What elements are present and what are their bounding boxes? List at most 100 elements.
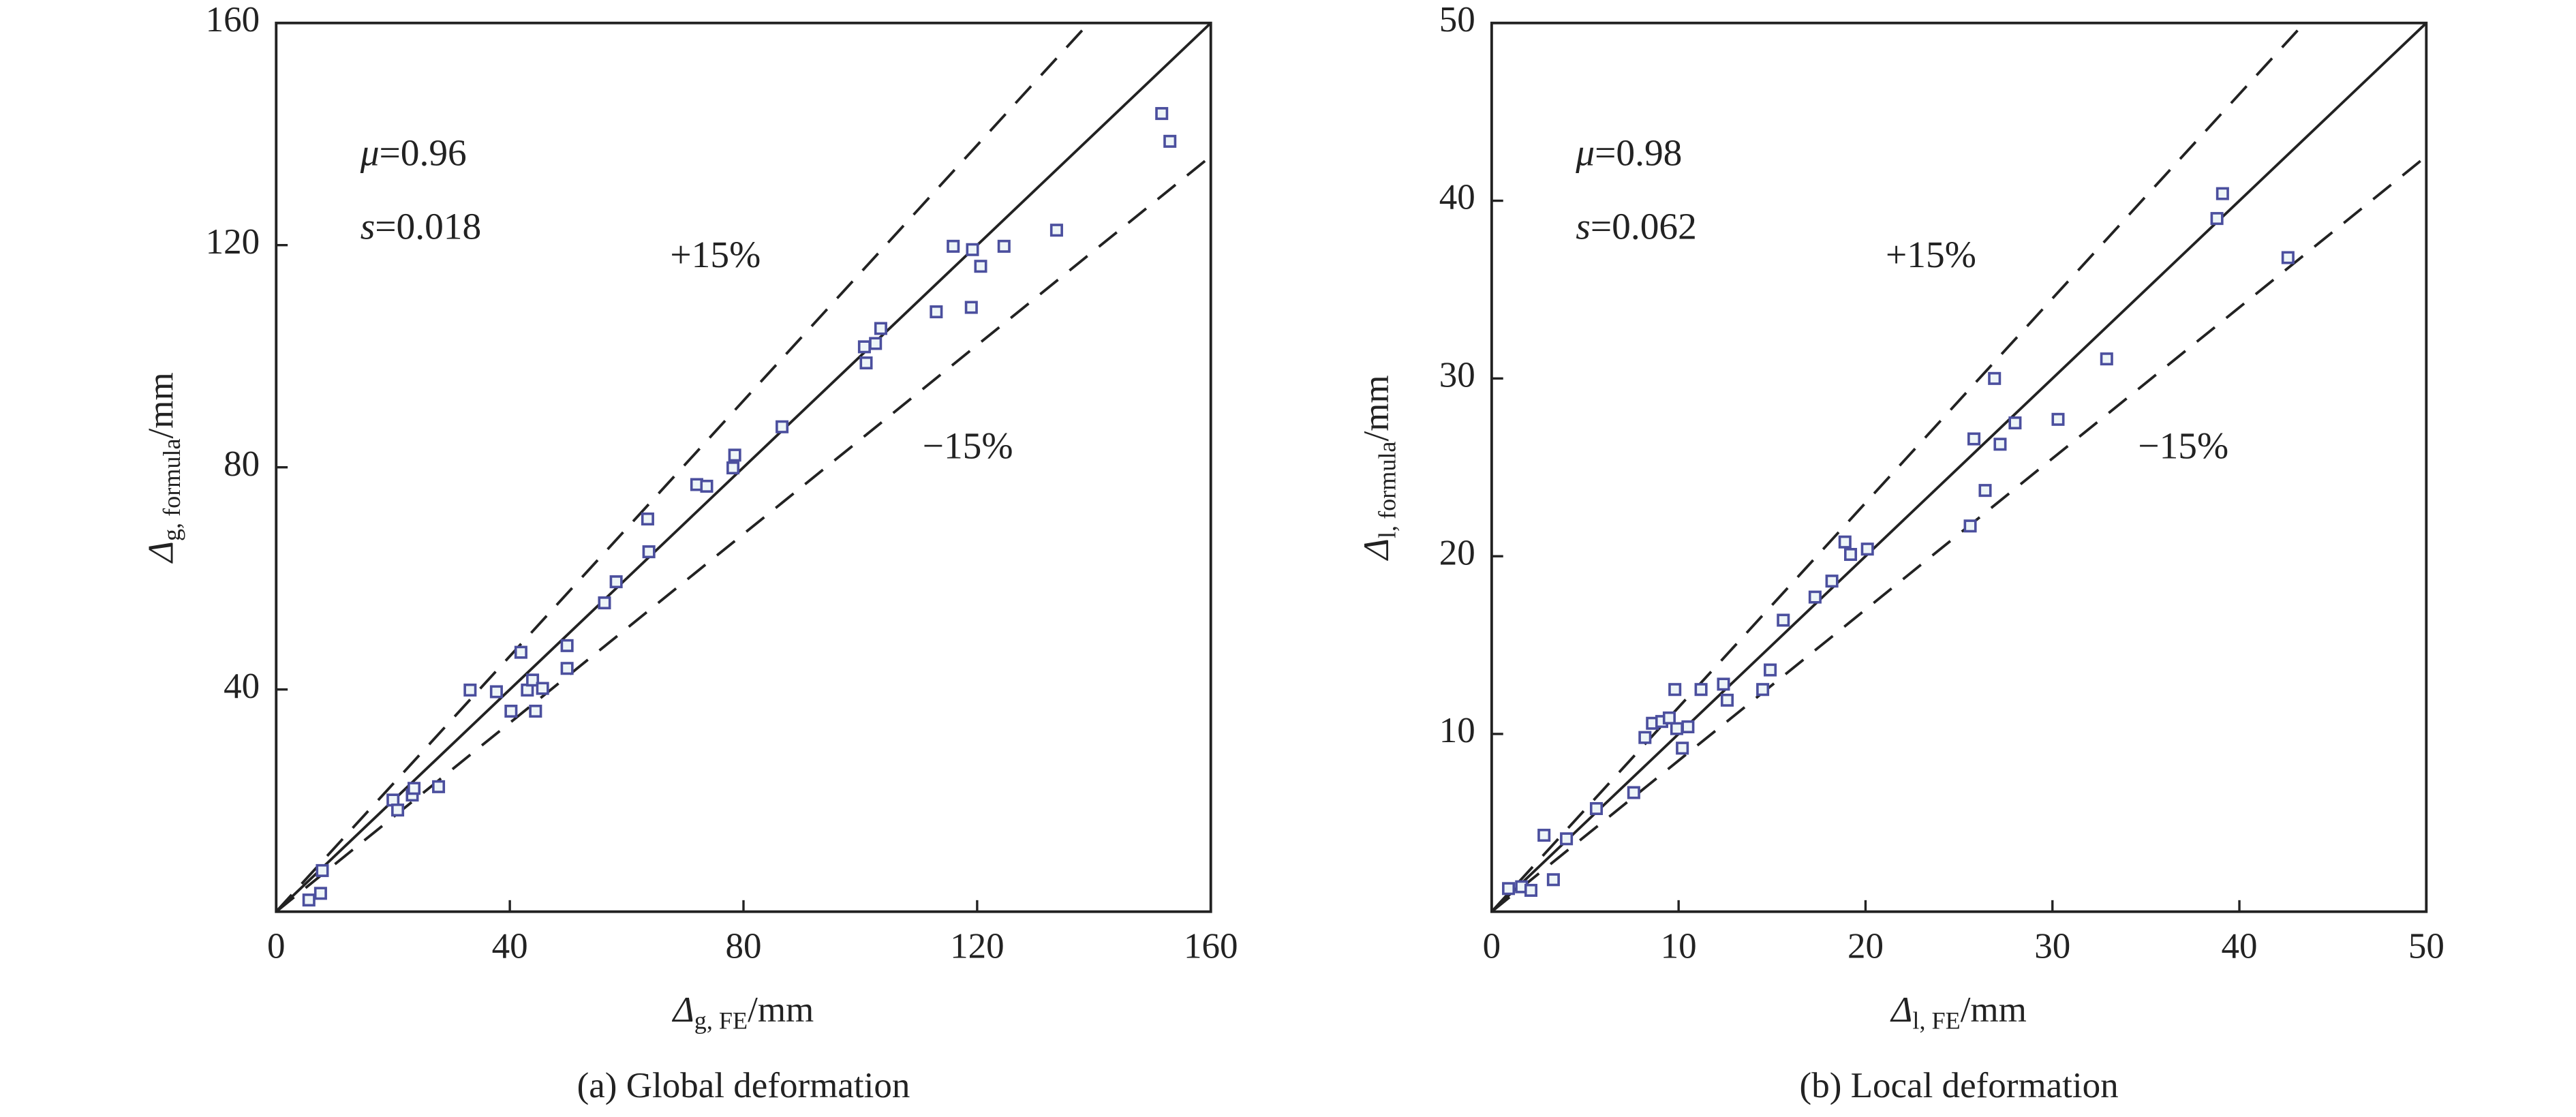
y-tick-label: 50: [1439, 0, 1475, 40]
point: [2210, 212, 2224, 226]
point: [463, 684, 477, 697]
stat-value: =0.018: [375, 205, 481, 247]
label-subscript: l, FE: [1912, 1007, 1960, 1035]
point: [1963, 519, 1977, 533]
point: [504, 704, 518, 718]
point: [1049, 224, 1063, 237]
x-tick-label: 0: [267, 926, 286, 966]
point: [974, 260, 987, 273]
label-symbol: Δ: [672, 990, 694, 1030]
bound-label: +15%: [670, 234, 761, 275]
y-tick-label: 80: [224, 444, 260, 484]
bound-label: −15%: [2138, 425, 2228, 466]
stat-value: =0.96: [380, 132, 467, 173]
label-unit: /mm: [142, 372, 181, 438]
point: [313, 887, 327, 900]
point: [1967, 432, 1981, 446]
stat-annotation: μ=0.96: [360, 132, 467, 173]
point: [1756, 683, 1770, 697]
point: [930, 305, 943, 319]
y-axis-label: Δg, formula/mm: [142, 372, 186, 564]
point: [1155, 107, 1169, 121]
stat-symbol: μ: [360, 132, 380, 173]
x-axis-label: Δl, FE/mm: [1890, 990, 2027, 1035]
point: [857, 340, 871, 354]
stat-symbol: μ: [1575, 132, 1595, 173]
point: [1843, 547, 1858, 562]
point: [1838, 535, 1852, 549]
point: [641, 512, 654, 526]
point: [526, 673, 540, 687]
y-tick-label: 40: [1439, 178, 1475, 217]
point: [1589, 801, 1604, 815]
label-symbol: Δ: [142, 541, 181, 564]
y-tick-label: 120: [206, 222, 260, 262]
bound-label: +15%: [1886, 234, 1976, 275]
y-tick-label: 40: [224, 667, 260, 706]
point: [1524, 883, 1537, 897]
stat-annotation: s=0.062: [1576, 205, 1697, 247]
point: [489, 685, 503, 699]
x-tick-label: 10: [1661, 926, 1697, 966]
point: [536, 682, 549, 695]
x-tick-label: 40: [492, 926, 528, 966]
point: [2051, 412, 2065, 426]
stat-value: =0.062: [1591, 205, 1697, 247]
point: [1808, 590, 1822, 604]
point: [609, 575, 623, 589]
label-symbol: Δ: [1357, 538, 1396, 561]
x-tick-label: 160: [1184, 926, 1238, 966]
point: [1720, 693, 1734, 707]
point: [2281, 251, 2295, 264]
bound-line: [1490, 155, 2427, 913]
point: [1777, 613, 1790, 627]
label-subscript: l, formula: [1374, 442, 1401, 539]
label-symbol: Δ: [1890, 990, 1912, 1030]
point: [302, 893, 316, 907]
point: [432, 780, 446, 793]
point: [560, 662, 574, 675]
point: [966, 243, 979, 256]
equality-line: [275, 22, 1212, 913]
bound-label: −15%: [923, 425, 1013, 466]
point: [2008, 416, 2022, 430]
point: [1860, 542, 1874, 556]
caption: (b) Local deformation: [1800, 1066, 2119, 1105]
plot-frame: [1490, 21, 2428, 913]
point: [1825, 575, 1839, 588]
point: [1537, 829, 1551, 842]
point: [726, 461, 740, 475]
label-subscript: g, formula: [158, 439, 185, 542]
label-subscript: g, FE: [694, 1007, 748, 1035]
point: [598, 596, 611, 610]
y-tick-label: 30: [1439, 356, 1475, 395]
bound-line: [1490, 22, 2305, 913]
point: [997, 239, 1011, 253]
point: [642, 545, 656, 559]
point: [529, 704, 542, 718]
point: [859, 356, 873, 370]
x-tick-label: 40: [2222, 926, 2258, 966]
y-tick-label: 160: [206, 0, 260, 40]
caption: (a) Global deformation: [577, 1066, 910, 1105]
point: [1662, 711, 1676, 724]
y-tick-label: 20: [1439, 533, 1475, 572]
x-axis-label: Δg, FE/mm: [672, 990, 814, 1035]
point: [1717, 677, 1730, 691]
point: [1546, 873, 1560, 887]
point: [700, 479, 714, 493]
point: [1988, 371, 2002, 385]
stat-symbol: s: [361, 205, 375, 247]
x-tick-label: 120: [950, 926, 1005, 966]
point: [391, 804, 405, 817]
point: [1694, 683, 1708, 697]
point: [1163, 134, 1177, 148]
label-unit: /mm: [748, 990, 814, 1030]
label-unit: /mm: [1961, 990, 2027, 1030]
point: [1993, 438, 2007, 451]
point: [1502, 882, 1516, 896]
point: [560, 639, 574, 652]
point: [1978, 484, 1992, 498]
